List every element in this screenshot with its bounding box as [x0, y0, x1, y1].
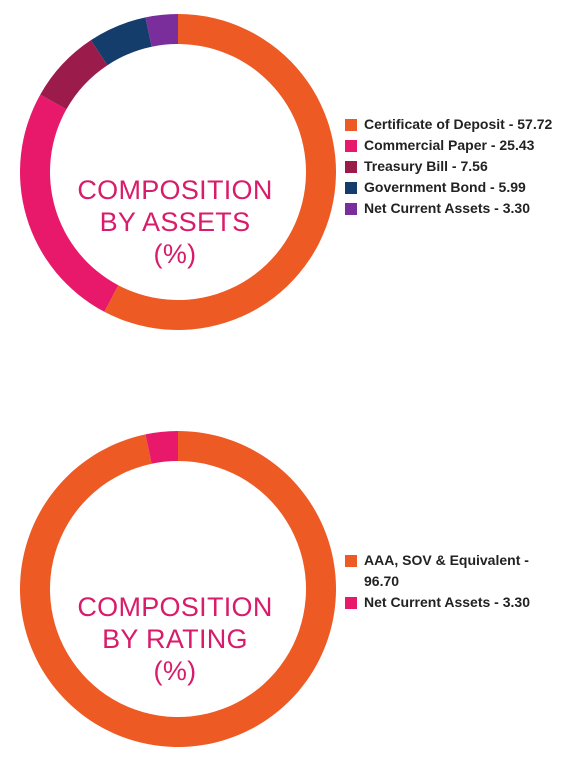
legend-swatch	[345, 119, 357, 131]
legend-swatch	[345, 203, 357, 215]
legend-swatch	[345, 597, 357, 609]
assets-center-title: COMPOSITION BY ASSETS (%)	[55, 174, 295, 270]
assets-slice-net-current-assets	[145, 14, 178, 47]
assets-legend-item-net-current-assets: Net Current Assets - 3.30	[345, 198, 580, 219]
assets-donut	[20, 14, 336, 330]
assets-title-line-1: COMPOSITION	[77, 175, 273, 205]
rating-title-line-3: (%)	[153, 656, 197, 686]
rating-legend-item-net-current-assets: Net Current Assets - 3.30	[345, 592, 580, 613]
legend-label: Government Bond - 5.99	[364, 179, 526, 195]
assets-slice-treasury-bill	[40, 40, 108, 110]
assets-slice-government-bond	[90, 17, 152, 66]
rating-donut	[19, 431, 337, 747]
assets-legend-item-government-bond: Government Bond - 5.99	[345, 177, 580, 198]
legend-label: Treasury Bill - 7.56	[364, 158, 488, 174]
legend-swatch	[345, 182, 357, 194]
assets-slice-certificate-of-deposit	[104, 14, 336, 330]
assets-legend-item-certificate-of-deposit: Certificate of Deposit - 57.72	[345, 114, 580, 135]
legend-label: 96.70	[364, 573, 400, 589]
legend-label: Certificate of Deposit - 57.72	[364, 116, 553, 132]
legend-swatch	[345, 140, 357, 152]
rating-center-title: COMPOSITION BY RATING (%)	[55, 591, 295, 687]
rating-slice-aaa-sov-equivalent	[19, 431, 337, 747]
assets-legend-item-commercial-paper: Commercial Paper - 25.43	[345, 135, 580, 156]
assets-legend-item-treasury-bill: Treasury Bill - 7.56	[345, 156, 580, 177]
rating-slice-net-current-assets	[145, 431, 178, 464]
composition-by-rating-chart: COMPOSITION BY RATING (%) AAA, SOV & Equ…	[0, 400, 585, 761]
assets-legend: Certificate of Deposit - 57.72 Commercial…	[345, 114, 580, 219]
rating-legend: AAA, SOV & Equivalent - 96.70 Net Current …	[345, 550, 580, 613]
legend-label: Net Current Assets - 3.30	[364, 594, 530, 610]
assets-title-line-2: BY ASSETS	[99, 207, 251, 237]
composition-by-assets-chart: COMPOSITION BY ASSETS (%) Certificate of…	[0, 0, 585, 360]
rating-legend-item-aaa-sov-equivalent: AAA, SOV & Equivalent - 96.70	[345, 550, 580, 592]
legend-swatch	[345, 555, 357, 567]
legend-label: Commercial Paper - 25.43	[364, 137, 535, 153]
rating-title-line-2: BY RATING	[102, 624, 248, 654]
legend-label: AAA, SOV & Equivalent -	[364, 552, 529, 568]
rating-title-line-1: COMPOSITION	[77, 592, 273, 622]
legend-swatch	[345, 161, 357, 173]
assets-slice-commercial-paper	[20, 94, 119, 312]
assets-title-line-3: (%)	[153, 239, 197, 269]
legend-label: Net Current Assets - 3.30	[364, 200, 530, 216]
